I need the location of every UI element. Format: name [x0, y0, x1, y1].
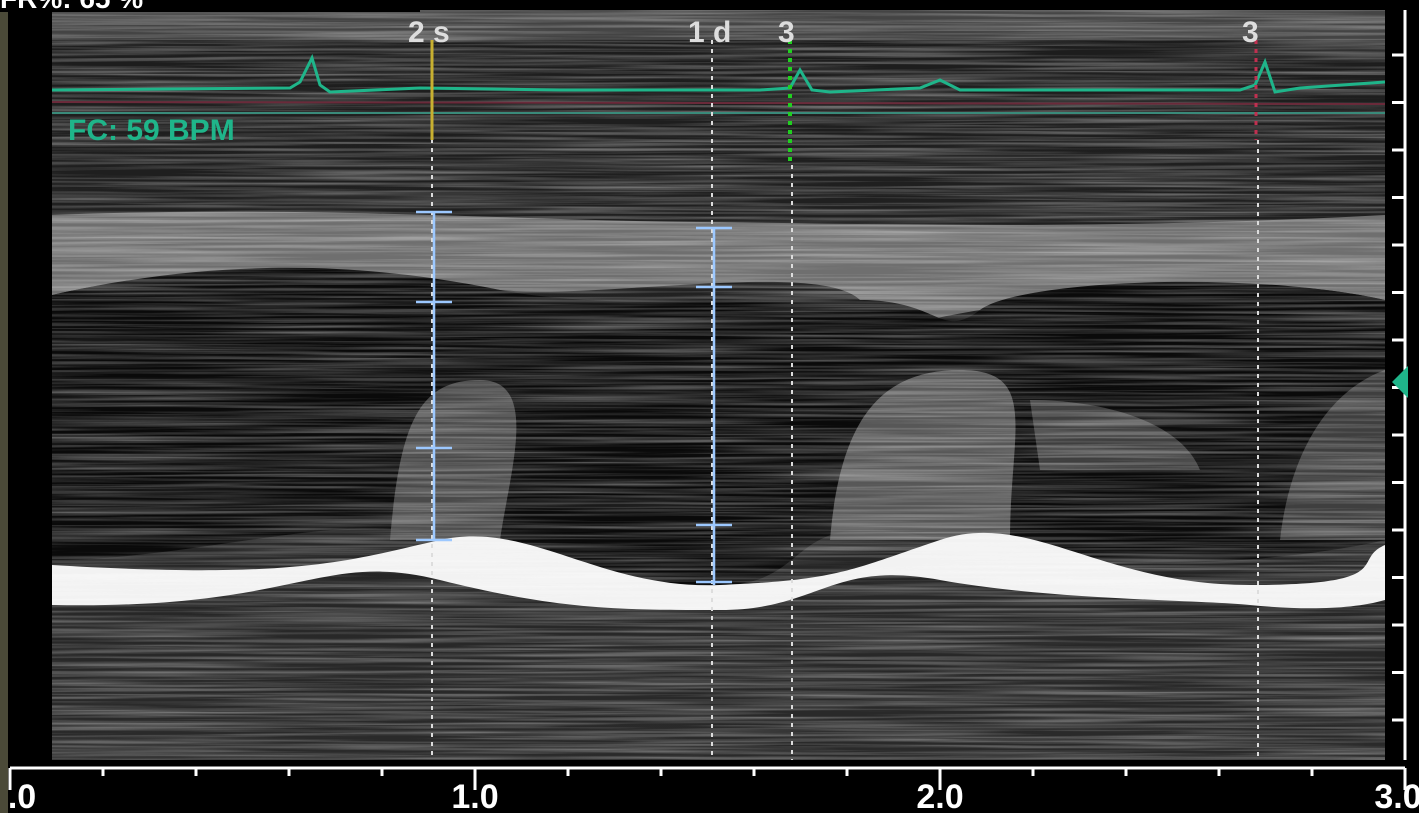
time-label: 1.0 [451, 778, 498, 813]
frame-rate: FR%: 65 % [0, 0, 143, 14]
time-label: 2.0 [916, 778, 963, 813]
heart-rate: FC: 59 BPM [68, 114, 235, 147]
ultrasound-screen: FR%: 65 % FC: 59 BPM 2 s 1 d 3 3 .0 1.0 … [0, 0, 1419, 813]
m-mode-image [52, 10, 1385, 760]
time-label: 3.0 [1374, 778, 1419, 813]
frame-edge [0, 0, 8, 813]
speckle [52, 10, 1385, 760]
time-label: .0 [8, 778, 36, 813]
marker-label: 1 d [688, 16, 731, 49]
marker-label: 2 s [408, 16, 450, 49]
marker-label: 3 [778, 16, 795, 49]
marker-label: 3 [1242, 16, 1259, 49]
